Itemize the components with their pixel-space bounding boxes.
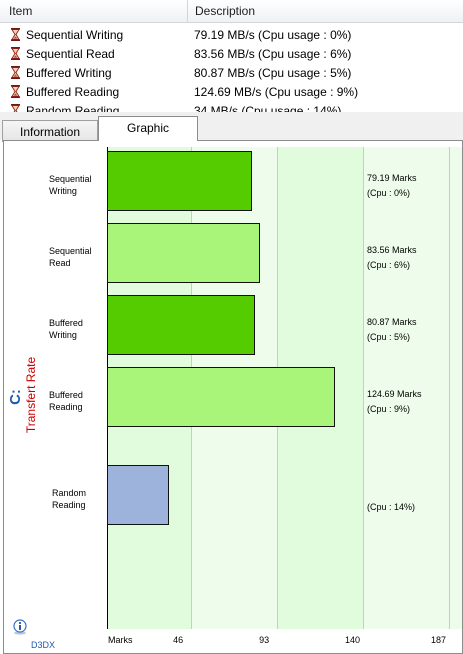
bar-value-label: 80.87 Marks (Cpu : 5%) [367,315,417,345]
chart-bar [107,295,255,355]
list-row[interactable]: Buffered Reading 124.69 MB/s (Cpu usage :… [0,85,463,104]
marks-value: 83.56 Marks [367,245,417,255]
row-description: 124.69 MB/s (Cpu usage : 9%) [194,85,359,99]
category-label: Sequential Writing [49,173,92,197]
axis-unit-label: Marks [108,635,133,645]
marks-value: 80.87 Marks [367,317,417,327]
hourglass-icon [11,28,20,41]
category-label-line: Read [49,258,71,268]
row-description: 83.56 MB/s (Cpu usage : 6%) [194,47,352,61]
list-header: Item Description [0,0,463,23]
category-label-line: Sequential [49,174,92,184]
chart-bar [107,465,170,525]
category-label-line: Buffered [49,390,83,400]
row-item-label: Sequential Read [26,47,115,61]
cpu-value: (Cpu : 14%) [367,502,416,512]
x-tick-label: 187 [431,635,447,645]
category-label: Buffered Reading [49,389,83,413]
row-item-label: Buffered Writing [26,66,112,80]
tab-information[interactable]: Information [2,120,98,142]
brand-label: D3DX [31,640,56,650]
bar-value-label: 83.56 Marks (Cpu : 6%) [367,243,417,273]
cpu-value: (Cpu : 6%) [367,260,411,270]
chart-band [363,147,462,629]
graphic-panel: Sequential Writing Sequential Read Buffered W… [3,140,463,654]
row-description: 79.19 MB/s (Cpu usage : 0%) [194,28,352,42]
category-label: Sequential Read [49,245,92,269]
list-row[interactable]: Buffered Writing 80.87 MB/s (Cpu usage : … [0,66,463,85]
hourglass-icon [11,85,20,98]
hourglass-icon [11,104,20,112]
bar-value-label: (Cpu : 14%) [367,485,415,515]
row-item-label: Buffered Reading [26,85,120,99]
info-icon[interactable] [12,619,28,635]
marks-value: 79.19 Marks [367,173,417,183]
cpu-value: (Cpu : 0%) [367,188,411,198]
bar-value-label: 79.19 Marks (Cpu : 0%) [367,171,417,201]
category-label-line: Reading [49,402,83,412]
cpu-value: (Cpu : 5%) [367,332,411,342]
category-label-line: Sequential [49,246,92,256]
tab-graphic[interactable]: Graphic [98,116,198,141]
bar-value-label: 124.69 Marks (Cpu : 9%) [367,387,422,417]
x-tick-label: 46 [173,635,184,645]
cpu-value: (Cpu : 9%) [367,404,411,414]
row-description: 80.87 MB/s (Cpu usage : 5%) [194,66,352,80]
x-tick-label: 140 [345,635,361,645]
list-row[interactable]: Sequential Read 83.56 MB/s (Cpu usage : 6… [0,47,463,66]
column-header-description[interactable]: Description [195,4,256,18]
category-label-line: Writing [49,330,77,340]
chart-bar [107,223,260,283]
list-row[interactable]: Random Reading 34 MB/s (Cpu usage : 14%) [0,104,463,113]
chart-bar [107,367,336,427]
marks-value: 124.69 Marks [367,389,422,399]
row-item-label: Sequential Writing [26,28,124,42]
category-label-line: Buffered [49,318,83,328]
column-header-item[interactable]: Item [0,0,188,22]
results-list[interactable]: Item Description Sequential Writing 79.19… [0,0,463,113]
row-description: 34 MB/s (Cpu usage : 14%) [194,104,342,113]
hourglass-icon [11,66,20,79]
hourglass-icon [11,47,20,60]
category-label-line: Random [52,488,87,498]
gridline [363,147,365,629]
category-label: Buffered Writing [49,317,83,341]
x-tick-label: 93 [259,635,270,645]
list-rows: Sequential Writing 79.19 MB/s (Cpu usage … [0,28,463,113]
category-label-line: Reading [52,500,86,510]
chart-bar [107,151,252,211]
category-label: Random Reading [52,487,86,511]
transfert-rate-title: Transfert Rate [24,356,38,434]
list-row[interactable]: Sequential Writing 79.19 MB/s (Cpu usage … [0,28,463,47]
gridline [449,147,450,629]
row-item-label: Random Reading [26,104,120,113]
category-label-line: Writing [49,186,77,196]
